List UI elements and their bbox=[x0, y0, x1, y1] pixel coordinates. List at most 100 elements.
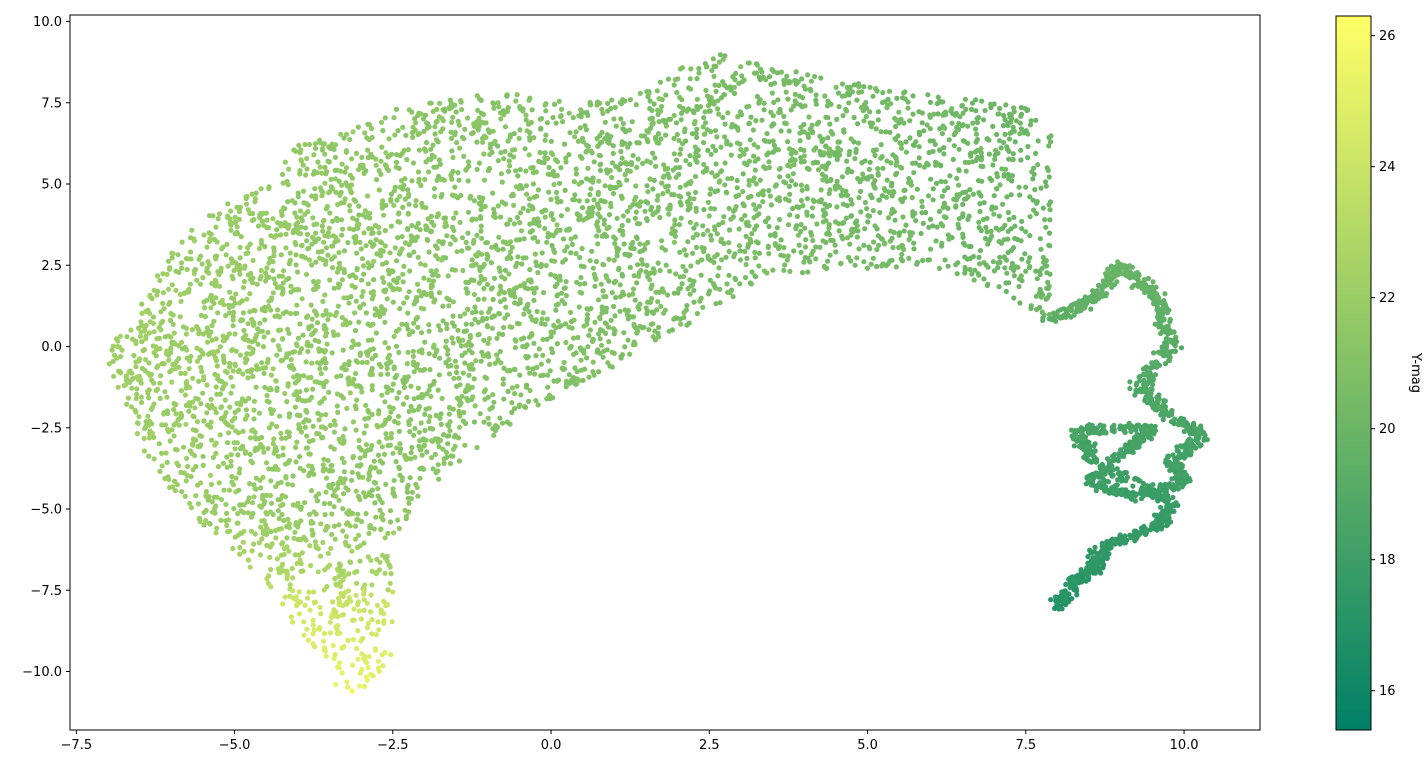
data-point bbox=[586, 332, 592, 338]
data-point bbox=[827, 121, 833, 127]
data-point bbox=[253, 436, 259, 442]
data-point bbox=[1028, 118, 1034, 124]
data-point bbox=[617, 282, 623, 288]
data-point bbox=[261, 334, 267, 340]
data-point bbox=[367, 523, 373, 529]
data-point bbox=[432, 353, 438, 359]
data-point bbox=[282, 159, 288, 165]
data-point bbox=[417, 475, 423, 481]
data-point bbox=[629, 241, 635, 247]
data-point bbox=[452, 129, 458, 135]
data-point bbox=[396, 525, 402, 532]
data-point bbox=[180, 324, 186, 330]
data-point bbox=[229, 473, 235, 479]
data-point bbox=[567, 130, 573, 136]
data-point bbox=[736, 226, 742, 232]
data-point bbox=[251, 216, 257, 223]
data-point bbox=[276, 515, 282, 522]
data-point bbox=[672, 221, 678, 228]
data-point bbox=[160, 271, 166, 277]
data-point bbox=[490, 296, 496, 303]
data-point bbox=[346, 571, 352, 577]
data-point bbox=[559, 106, 565, 112]
data-point bbox=[844, 158, 850, 164]
data-point bbox=[306, 589, 312, 595]
data-point bbox=[1001, 139, 1007, 146]
data-point bbox=[885, 96, 891, 102]
data-point bbox=[318, 185, 324, 191]
data-point bbox=[959, 103, 965, 109]
data-point bbox=[153, 353, 159, 359]
data-point bbox=[536, 158, 542, 164]
data-point bbox=[585, 143, 591, 149]
data-point bbox=[368, 609, 374, 615]
data-point bbox=[756, 203, 763, 209]
data-point bbox=[136, 414, 142, 420]
data-point bbox=[250, 374, 256, 380]
data-point bbox=[540, 290, 547, 296]
data-point bbox=[278, 526, 284, 532]
data-point bbox=[381, 212, 387, 218]
data-point bbox=[842, 93, 848, 99]
data-point bbox=[980, 117, 987, 123]
data-point bbox=[194, 345, 200, 351]
data-point bbox=[308, 470, 314, 476]
data-point bbox=[381, 598, 387, 605]
data-point bbox=[156, 335, 162, 341]
data-point bbox=[751, 142, 757, 148]
data-point bbox=[237, 352, 243, 358]
data-point bbox=[655, 107, 661, 113]
data-point bbox=[371, 277, 377, 283]
data-point bbox=[956, 182, 962, 188]
data-point bbox=[655, 111, 661, 118]
data-point bbox=[295, 194, 301, 200]
data-point bbox=[365, 147, 371, 153]
data-point bbox=[612, 104, 618, 110]
data-point bbox=[138, 394, 144, 400]
data-point bbox=[294, 269, 301, 275]
data-point bbox=[573, 166, 579, 172]
data-point bbox=[863, 113, 869, 120]
data-point bbox=[499, 420, 506, 426]
data-point bbox=[544, 316, 550, 322]
data-point bbox=[554, 341, 561, 347]
data-point bbox=[324, 341, 330, 347]
data-point bbox=[643, 269, 649, 275]
data-point bbox=[913, 218, 919, 224]
data-point bbox=[285, 199, 291, 205]
data-point bbox=[226, 517, 232, 523]
data-point bbox=[167, 369, 173, 375]
data-point bbox=[470, 130, 476, 136]
data-point bbox=[252, 308, 258, 314]
data-point bbox=[321, 322, 327, 329]
data-point bbox=[206, 213, 213, 219]
data-point bbox=[275, 453, 281, 459]
data-point bbox=[391, 530, 397, 536]
data-point bbox=[739, 73, 745, 79]
data-point bbox=[690, 250, 696, 256]
data-point bbox=[1018, 111, 1025, 117]
data-point bbox=[346, 300, 352, 306]
data-point bbox=[976, 225, 982, 231]
data-point bbox=[591, 159, 597, 165]
data-point bbox=[590, 265, 597, 271]
data-point bbox=[945, 232, 952, 238]
data-point bbox=[463, 167, 469, 173]
data-point bbox=[289, 482, 296, 488]
data-point bbox=[388, 191, 394, 197]
data-point bbox=[357, 350, 364, 356]
data-point bbox=[778, 237, 784, 243]
data-point bbox=[989, 177, 995, 183]
data-point bbox=[357, 239, 363, 245]
data-point bbox=[893, 162, 899, 168]
data-point bbox=[291, 374, 297, 380]
data-point bbox=[939, 243, 945, 249]
data-point bbox=[169, 379, 175, 385]
data-point bbox=[654, 88, 660, 94]
data-point bbox=[274, 387, 280, 393]
data-point bbox=[389, 619, 395, 625]
data-point bbox=[183, 478, 189, 484]
data-point bbox=[903, 149, 910, 155]
data-point bbox=[821, 150, 827, 156]
data-point bbox=[363, 510, 369, 517]
